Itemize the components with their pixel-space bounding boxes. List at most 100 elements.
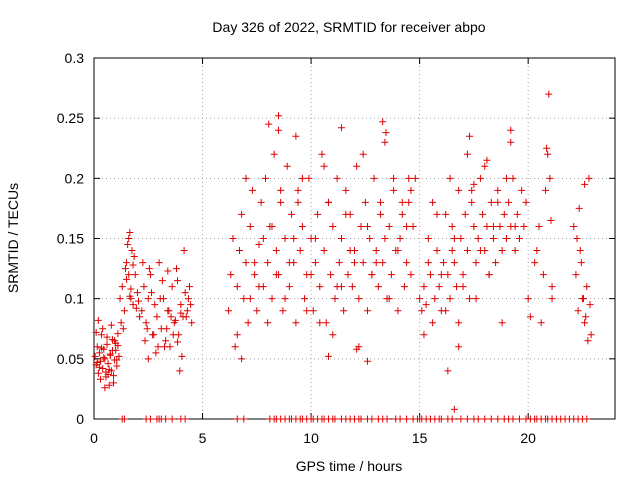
data-point bbox=[132, 304, 140, 312]
data-point bbox=[450, 405, 458, 413]
data-point bbox=[329, 222, 337, 230]
data-point bbox=[120, 415, 128, 423]
data-point bbox=[123, 275, 131, 283]
data-point bbox=[146, 271, 154, 279]
data-point bbox=[240, 295, 248, 303]
data-point bbox=[511, 222, 519, 230]
data-point bbox=[93, 358, 101, 366]
data-point bbox=[344, 271, 352, 279]
data-point bbox=[164, 267, 172, 275]
data-point bbox=[457, 415, 465, 423]
data-point bbox=[381, 138, 389, 146]
data-point bbox=[431, 295, 439, 303]
data-point bbox=[156, 295, 164, 303]
data-point bbox=[148, 289, 156, 297]
data-point bbox=[93, 343, 101, 351]
data-point bbox=[342, 186, 350, 194]
data-point bbox=[455, 319, 463, 327]
data-point bbox=[424, 259, 432, 267]
data-point bbox=[162, 337, 170, 345]
data-point bbox=[272, 247, 280, 255]
data-point bbox=[108, 346, 116, 354]
data-point bbox=[298, 174, 306, 182]
data-point bbox=[481, 162, 489, 170]
data-point bbox=[119, 325, 127, 333]
data-point bbox=[448, 222, 456, 230]
data-point bbox=[288, 210, 296, 218]
data-point bbox=[151, 301, 159, 309]
data-point bbox=[268, 295, 276, 303]
data-point bbox=[383, 415, 391, 423]
data-point bbox=[307, 271, 315, 279]
data-point bbox=[463, 150, 471, 158]
data-point bbox=[187, 301, 195, 309]
data-point bbox=[444, 271, 452, 279]
data-point bbox=[94, 316, 102, 324]
data-point bbox=[390, 174, 398, 182]
data-point bbox=[377, 210, 385, 218]
data-point bbox=[115, 352, 123, 360]
data-point bbox=[416, 295, 424, 303]
data-point bbox=[150, 331, 158, 339]
data-point bbox=[448, 247, 456, 255]
data-point bbox=[163, 325, 171, 333]
data-point bbox=[333, 174, 341, 182]
data-point bbox=[455, 343, 463, 351]
data-point bbox=[494, 198, 502, 206]
data-point bbox=[374, 283, 382, 291]
y-tick-label: 0.2 bbox=[65, 170, 85, 186]
data-point bbox=[120, 307, 128, 315]
data-point bbox=[248, 186, 256, 194]
data-point bbox=[545, 90, 553, 98]
data-point bbox=[442, 307, 450, 315]
data-point bbox=[311, 235, 319, 242]
data-point bbox=[547, 216, 555, 224]
data-point bbox=[316, 319, 324, 327]
data-point bbox=[94, 369, 102, 377]
data-point bbox=[364, 222, 372, 230]
data-point bbox=[437, 415, 445, 423]
data-point bbox=[116, 295, 124, 303]
data-point bbox=[426, 271, 434, 279]
data-point bbox=[177, 301, 185, 309]
data-point bbox=[574, 307, 582, 315]
chart-title: Day 326 of 2022, SRMTID for receiver abp… bbox=[212, 19, 485, 35]
data-point bbox=[396, 235, 404, 242]
data-point bbox=[351, 259, 358, 267]
data-point bbox=[331, 415, 339, 423]
data-point bbox=[483, 156, 491, 164]
data-point bbox=[364, 357, 372, 365]
data-point bbox=[379, 259, 387, 267]
x-tick-label: 15 bbox=[412, 430, 428, 446]
data-point bbox=[470, 222, 478, 230]
data-point bbox=[95, 363, 103, 371]
data-point bbox=[429, 319, 437, 327]
data-point bbox=[142, 319, 150, 327]
data-point bbox=[145, 265, 153, 273]
data-point bbox=[174, 277, 182, 285]
data-point bbox=[518, 186, 526, 194]
data-point bbox=[466, 295, 474, 303]
data-point bbox=[329, 331, 337, 339]
data-point bbox=[154, 343, 162, 351]
data-point bbox=[548, 283, 556, 291]
data-point bbox=[320, 247, 328, 255]
data-point bbox=[110, 372, 118, 380]
data-point bbox=[264, 319, 272, 327]
data-point bbox=[357, 222, 365, 230]
y-tick-label: 0.1 bbox=[65, 291, 85, 307]
data-point bbox=[515, 415, 523, 423]
data-point bbox=[135, 297, 143, 305]
data-point bbox=[272, 271, 280, 279]
data-point bbox=[372, 259, 380, 267]
data-point bbox=[337, 235, 345, 242]
data-point bbox=[322, 319, 330, 327]
data-point bbox=[368, 271, 376, 279]
data-point bbox=[117, 319, 125, 327]
data-point bbox=[233, 415, 241, 423]
data-point bbox=[124, 241, 132, 249]
data-point bbox=[580, 295, 588, 303]
data-point bbox=[400, 283, 408, 291]
data-point bbox=[489, 235, 497, 242]
data-point bbox=[487, 198, 495, 206]
